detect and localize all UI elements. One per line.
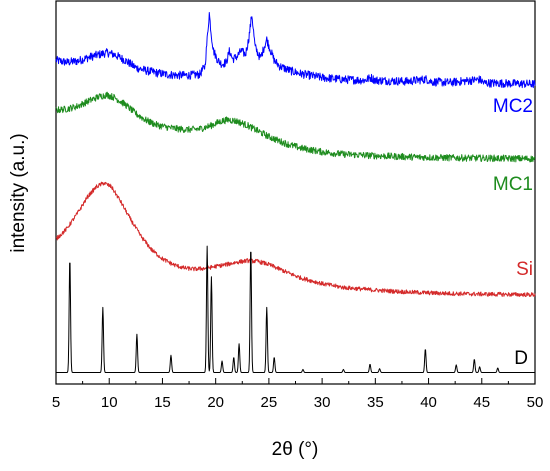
series-label-mc1: MC1 bbox=[493, 174, 533, 195]
y-axis-label: intensity (a.u.) bbox=[8, 133, 29, 252]
series-label-mc2: MC2 bbox=[493, 96, 533, 117]
x-tick-label-45: 45 bbox=[473, 394, 490, 411]
series-line-d bbox=[55, 245, 536, 374]
x-tick-label-5: 5 bbox=[52, 394, 60, 411]
series-label-d: D bbox=[514, 348, 528, 369]
x-tick-label-10: 10 bbox=[101, 394, 118, 411]
x-tick-label-50: 50 bbox=[527, 394, 544, 411]
x-tick-label-40: 40 bbox=[420, 394, 437, 411]
series-labels: MC2 MC1 Si D bbox=[493, 96, 533, 369]
series-line-mc2 bbox=[55, 11, 536, 89]
x-axis-label: 2θ (°) bbox=[272, 439, 319, 460]
x-tick-label-25: 25 bbox=[261, 394, 278, 411]
x-tick-label-30: 30 bbox=[314, 394, 331, 411]
series-line-si bbox=[55, 181, 536, 298]
plot-frame bbox=[55, 0, 536, 385]
series-line-mc1 bbox=[55, 91, 536, 163]
series-layer bbox=[55, 11, 536, 374]
x-ticks: 5 10 15 20 25 30 35 40 45 50 bbox=[52, 378, 544, 411]
x-tick-label-35: 35 bbox=[367, 394, 384, 411]
series-label-si: Si bbox=[516, 259, 533, 280]
x-tick-label-15: 15 bbox=[154, 394, 171, 411]
x-tick-label-20: 20 bbox=[207, 394, 224, 411]
